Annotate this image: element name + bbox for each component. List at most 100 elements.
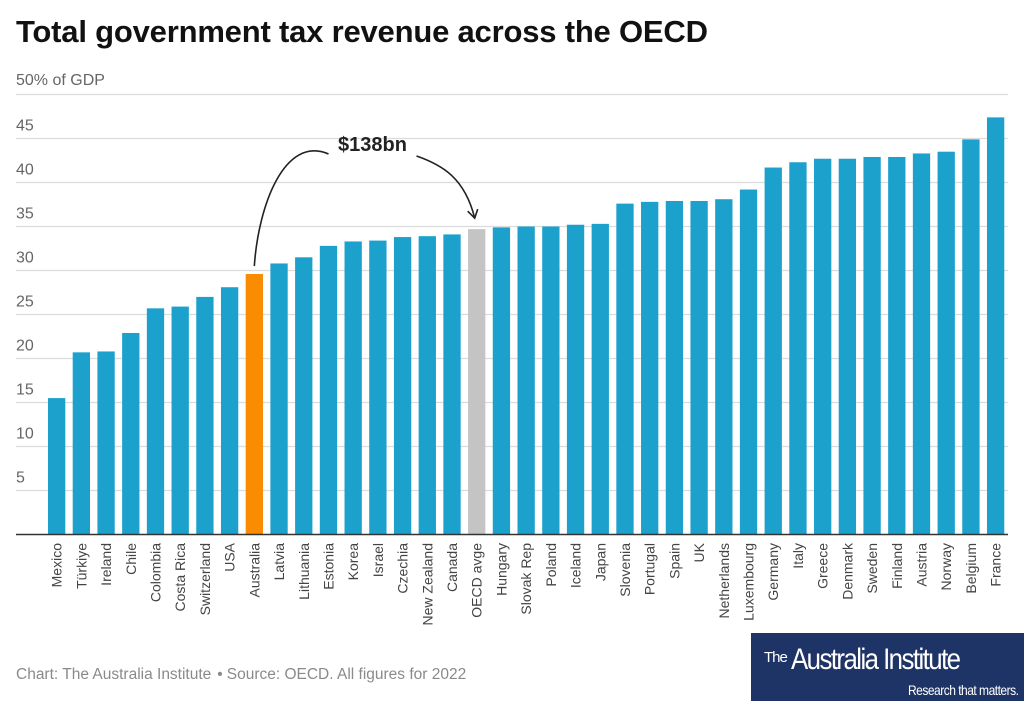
x-tick-label: USA — [222, 542, 238, 571]
x-tick-label: Poland — [543, 543, 559, 587]
bar-belgium — [962, 139, 980, 535]
x-tick-label: Chile — [123, 543, 139, 575]
x-tick-label: Luxembourg — [741, 543, 757, 621]
x-tick-label: Greece — [815, 543, 831, 589]
annotation-arrow: $138bn — [253, 134, 479, 267]
bar-colombia — [146, 308, 165, 535]
y-tick-labels: 5 10 15 20 25 30 35 40 45 — [16, 118, 34, 487]
x-tick-label: OECD avge — [469, 543, 485, 618]
annotation-arc-left — [253, 150, 329, 267]
gridlines — [16, 93, 1008, 492]
x-tick-label: Switzerland — [197, 543, 213, 615]
bar-usa — [220, 287, 239, 535]
bar-estonia — [319, 245, 338, 535]
y-axis-top-label: 50% of GDP — [16, 72, 105, 89]
bar-italy — [789, 162, 807, 535]
logo-tagline: Research that matters. — [907, 682, 1019, 698]
y-tick-label: 25 — [16, 294, 34, 311]
bar-greece — [814, 158, 832, 535]
x-tick-label: France — [988, 543, 1004, 587]
x-tick-label: Netherlands — [716, 543, 732, 619]
x-tick-labels: Mexico Türkiye Ireland Chile Colombia Costa R… — [49, 542, 1004, 625]
bar-latvia — [270, 263, 288, 535]
chart-credit: Chart: The Australia Institute — [16, 666, 212, 683]
x-tick-label: Australia — [246, 543, 262, 598]
bar-korea — [344, 241, 362, 535]
x-tick-label: Mexico — [49, 543, 65, 588]
bar-japan — [591, 223, 609, 535]
annotation-arc-right — [416, 155, 476, 219]
bar-hungary — [492, 227, 511, 535]
bar-portugal — [641, 201, 659, 535]
x-tick-label: Austria — [914, 543, 930, 587]
y-tick-label: 15 — [16, 382, 34, 399]
x-tick-label: Norway — [938, 543, 954, 590]
bar-norway — [937, 151, 955, 535]
bar-canada — [443, 234, 461, 535]
x-tick-label: Türkiye — [73, 543, 89, 589]
bar-germany — [764, 167, 782, 535]
bar-poland — [542, 226, 560, 535]
x-tick-label: Czechia — [395, 543, 411, 594]
source-note: Source: OECD. All figures for 2022 — [226, 666, 467, 683]
bar-finland — [888, 156, 906, 535]
x-tick-label: Ireland — [98, 543, 114, 586]
x-tick-label: Slovak Rep — [518, 543, 534, 615]
bar-costa-rica — [171, 306, 189, 535]
x-tick-label: UK — [691, 542, 707, 562]
bar-australia — [245, 274, 263, 535]
chart-title: Total government tax revenue across the … — [16, 14, 708, 49]
footer: Chart: The Australia Institute • Source: O… — [16, 666, 466, 684]
x-tick-label: Denmark — [839, 542, 855, 600]
annotation-label: $138bn — [338, 134, 407, 156]
x-tick-label: Spain — [666, 543, 682, 579]
bar-switzerland — [196, 296, 214, 535]
logo-name: Australia Institute — [791, 643, 961, 676]
x-tick-label: Italy — [790, 543, 806, 569]
bars — [48, 117, 1005, 535]
bar-iceland — [566, 224, 585, 535]
x-tick-label: Colombia — [147, 543, 163, 602]
bar-chart: 50% of GDP 5 10 15 20 25 30 35 40 45 Mexico Türki… — [16, 72, 1008, 626]
x-tick-label: Slovenia — [617, 543, 633, 597]
bar-slovak-rep — [517, 226, 535, 535]
x-tick-label: New Zealand — [419, 543, 435, 626]
logo-the: The — [764, 649, 788, 666]
bar-netherlands — [715, 199, 733, 535]
x-tick-label: Lithuania — [296, 543, 312, 600]
bar-mexico — [48, 398, 66, 535]
x-tick-label: Israel — [370, 543, 386, 577]
bar-chile — [122, 332, 140, 535]
y-tick-label: 20 — [16, 338, 34, 355]
x-tick-label: Iceland — [568, 543, 584, 588]
y-tick-label: 45 — [16, 118, 34, 135]
bar-austria — [912, 153, 931, 535]
arrowhead-icon — [467, 208, 479, 220]
bar-denmark — [838, 158, 857, 535]
x-tick-label: Estonia — [320, 543, 336, 590]
bar-spain — [665, 200, 684, 535]
bar-oecd-avge — [468, 229, 486, 535]
bar-new-zealand — [418, 236, 436, 535]
bar-t-rkiye — [72, 352, 91, 535]
y-tick-label: 30 — [16, 250, 34, 267]
x-tick-label: Belgium — [963, 543, 979, 594]
x-tick-label: Korea — [345, 543, 361, 581]
y-tick-label: 5 — [16, 470, 25, 487]
x-tick-label: Portugal — [642, 543, 658, 595]
x-tick-label: Germany — [765, 543, 781, 601]
bar-lithuania — [295, 257, 313, 535]
x-tick-label: Japan — [592, 543, 608, 581]
bar-czechia — [393, 237, 412, 535]
y-tick-label: 40 — [16, 162, 34, 179]
bar-france — [986, 117, 1005, 535]
australia-institute-logo: The Australia Institute Research that ma… — [751, 633, 1024, 701]
x-tick-label: Canada — [444, 543, 460, 592]
separator: • — [217, 666, 223, 683]
bar-ireland — [97, 351, 115, 535]
x-tick-label: Latvia — [271, 543, 287, 581]
bar-israel — [369, 240, 387, 535]
y-tick-label: 10 — [16, 426, 34, 443]
x-tick-label: Costa Rica — [172, 543, 188, 612]
y-tick-label: 35 — [16, 206, 34, 223]
